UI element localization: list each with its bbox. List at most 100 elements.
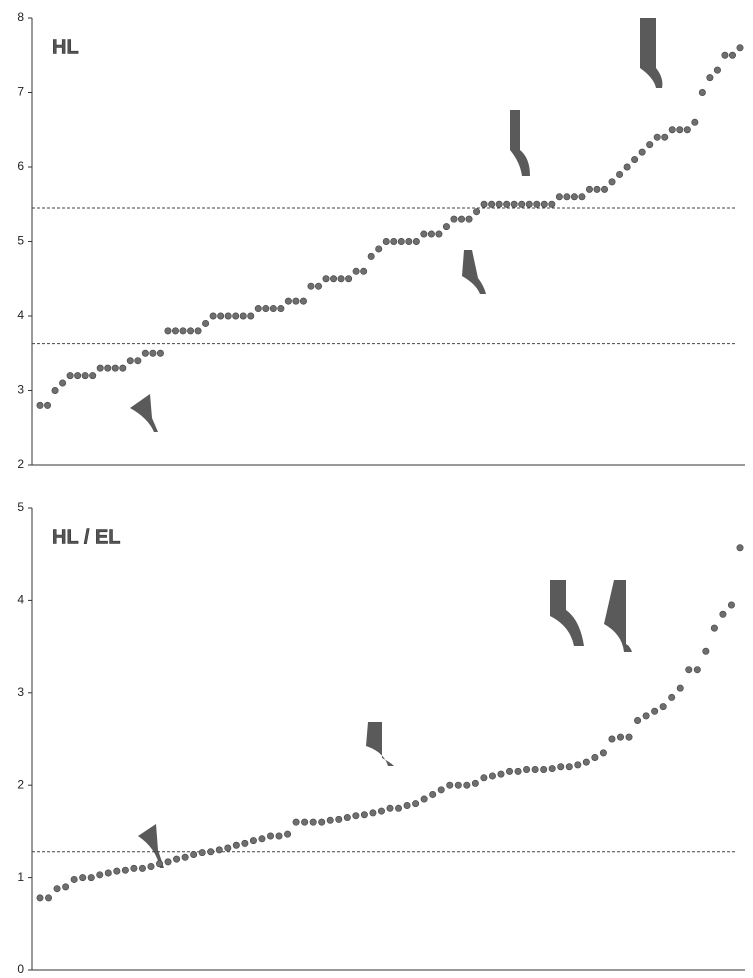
dot: [343, 814, 351, 822]
dot: [395, 804, 403, 812]
dot: [367, 252, 375, 260]
y-tick-label: 1: [17, 870, 24, 884]
dot: [241, 839, 249, 847]
dot: [427, 230, 435, 238]
dot: [198, 849, 206, 857]
dot: [574, 761, 582, 769]
dot: [638, 148, 646, 156]
dot: [480, 774, 488, 782]
dot: [59, 379, 67, 387]
dot: [710, 624, 718, 632]
dot: [126, 357, 134, 365]
dot: [138, 864, 146, 872]
dot: [429, 790, 437, 798]
dot: [446, 781, 454, 789]
dot: [473, 208, 481, 216]
dot: [450, 215, 458, 223]
dot: [66, 372, 74, 380]
dot: [307, 282, 315, 290]
dot: [531, 765, 539, 773]
dot: [190, 850, 198, 858]
tooth-icon: [138, 824, 164, 868]
y-tick-label: 5: [17, 234, 24, 248]
dot: [360, 267, 368, 275]
dot: [164, 858, 172, 866]
dot: [301, 818, 309, 826]
dot: [514, 767, 522, 775]
tooth-icon: [462, 250, 486, 294]
dot: [437, 786, 445, 794]
dot: [224, 312, 232, 320]
dot: [693, 666, 701, 674]
dot: [121, 866, 129, 874]
dot: [284, 297, 292, 305]
dot: [207, 848, 215, 856]
y-tick-label: 0: [17, 962, 24, 976]
dot: [141, 349, 149, 357]
dot: [369, 809, 377, 817]
dot: [130, 864, 138, 872]
dot: [397, 238, 405, 246]
dot: [36, 894, 44, 902]
dot: [683, 126, 691, 134]
dot: [318, 818, 326, 826]
dot: [631, 156, 639, 164]
dot: [262, 305, 270, 313]
dot: [352, 267, 360, 275]
dot: [480, 200, 488, 208]
y-tick-label: 8: [17, 10, 24, 24]
dot: [79, 874, 87, 882]
dot: [322, 275, 330, 283]
dot: [548, 200, 556, 208]
dot: [81, 372, 89, 380]
dot: [382, 238, 390, 246]
y-tick-label: 6: [17, 159, 24, 173]
dot: [412, 238, 420, 246]
dot: [119, 364, 127, 372]
dot: [698, 89, 706, 97]
dot: [330, 275, 338, 283]
dot: [70, 875, 78, 883]
dot: [232, 841, 240, 849]
dot: [525, 200, 533, 208]
dot: [702, 647, 710, 655]
dot: [661, 133, 669, 141]
dot: [465, 215, 473, 223]
dot: [156, 349, 164, 357]
dot: [591, 753, 599, 761]
y-tick-label: 5: [17, 500, 24, 514]
dot: [111, 364, 119, 372]
dot: [375, 245, 383, 253]
dot: [345, 275, 353, 283]
dot: [337, 275, 345, 283]
dot: [503, 200, 511, 208]
dot: [179, 327, 187, 335]
dot: [164, 327, 172, 335]
dot: [96, 364, 104, 372]
dot: [314, 282, 322, 290]
dot: [616, 733, 624, 741]
y-tick-label: 7: [17, 85, 24, 99]
y-tick-label: 3: [17, 685, 24, 699]
y-tick-label: 4: [17, 308, 24, 322]
dot: [585, 185, 593, 193]
dot: [653, 133, 661, 141]
dot: [488, 200, 496, 208]
dot: [578, 193, 586, 201]
dot: [533, 200, 541, 208]
dot: [187, 327, 195, 335]
dot: [284, 830, 292, 838]
y-tick-label: 2: [17, 777, 24, 791]
tooth-icon: [130, 394, 158, 432]
dot: [608, 735, 616, 743]
dot: [676, 126, 684, 134]
dot: [386, 804, 394, 812]
dot: [104, 364, 112, 372]
tooth-icon: [604, 580, 632, 652]
dot: [706, 74, 714, 82]
dot: [51, 386, 59, 394]
dot: [194, 327, 202, 335]
dot: [224, 844, 232, 852]
dot: [104, 869, 112, 877]
y-tick-label: 3: [17, 383, 24, 397]
